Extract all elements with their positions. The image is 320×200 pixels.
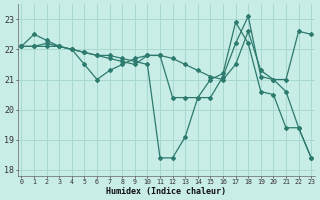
X-axis label: Humidex (Indice chaleur): Humidex (Indice chaleur)	[106, 187, 226, 196]
